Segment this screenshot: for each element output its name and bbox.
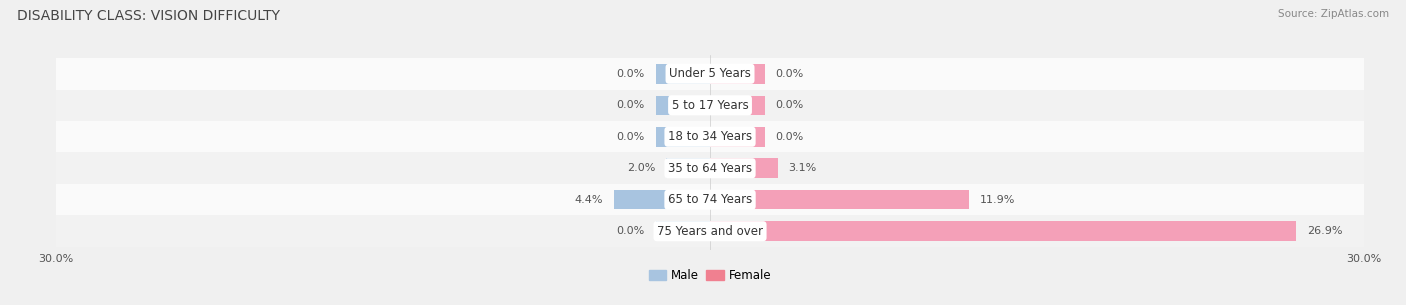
Text: 35 to 64 Years: 35 to 64 Years (668, 162, 752, 175)
Bar (56, 215, 1364, 247)
Text: 11.9%: 11.9% (980, 195, 1015, 205)
Text: Source: ZipAtlas.com: Source: ZipAtlas.com (1278, 9, 1389, 19)
Bar (655, 95, 710, 115)
Bar (655, 127, 710, 146)
Bar (56, 184, 1364, 215)
Text: 5 to 17 Years: 5 to 17 Years (672, 99, 748, 112)
Bar (655, 64, 710, 84)
Text: 0.0%: 0.0% (776, 100, 804, 110)
Legend: Male, Female: Male, Female (644, 265, 776, 287)
Bar (56, 58, 1364, 90)
Text: 4.4%: 4.4% (575, 195, 603, 205)
Bar (710, 190, 969, 210)
Bar (710, 159, 778, 178)
Text: 0.0%: 0.0% (616, 226, 644, 236)
Text: 0.0%: 0.0% (776, 69, 804, 79)
Text: Under 5 Years: Under 5 Years (669, 67, 751, 80)
Bar (710, 95, 765, 115)
Bar (710, 64, 765, 84)
Bar (56, 90, 1364, 121)
Text: 0.0%: 0.0% (616, 100, 644, 110)
Text: DISABILITY CLASS: VISION DIFFICULTY: DISABILITY CLASS: VISION DIFFICULTY (17, 9, 280, 23)
Text: 18 to 34 Years: 18 to 34 Years (668, 130, 752, 143)
Bar (710, 127, 765, 146)
Text: 26.9%: 26.9% (1308, 226, 1343, 236)
Text: 2.0%: 2.0% (627, 163, 655, 173)
Text: 3.1%: 3.1% (789, 163, 817, 173)
Text: 65 to 74 Years: 65 to 74 Years (668, 193, 752, 206)
Text: 75 Years and over: 75 Years and over (657, 225, 763, 238)
Text: 0.0%: 0.0% (776, 132, 804, 142)
Text: 0.0%: 0.0% (616, 132, 644, 142)
Text: 0.0%: 0.0% (616, 69, 644, 79)
Bar (710, 221, 1296, 241)
Bar (655, 221, 710, 241)
Bar (666, 159, 710, 178)
Bar (56, 121, 1364, 152)
Bar (614, 190, 710, 210)
Bar (56, 152, 1364, 184)
